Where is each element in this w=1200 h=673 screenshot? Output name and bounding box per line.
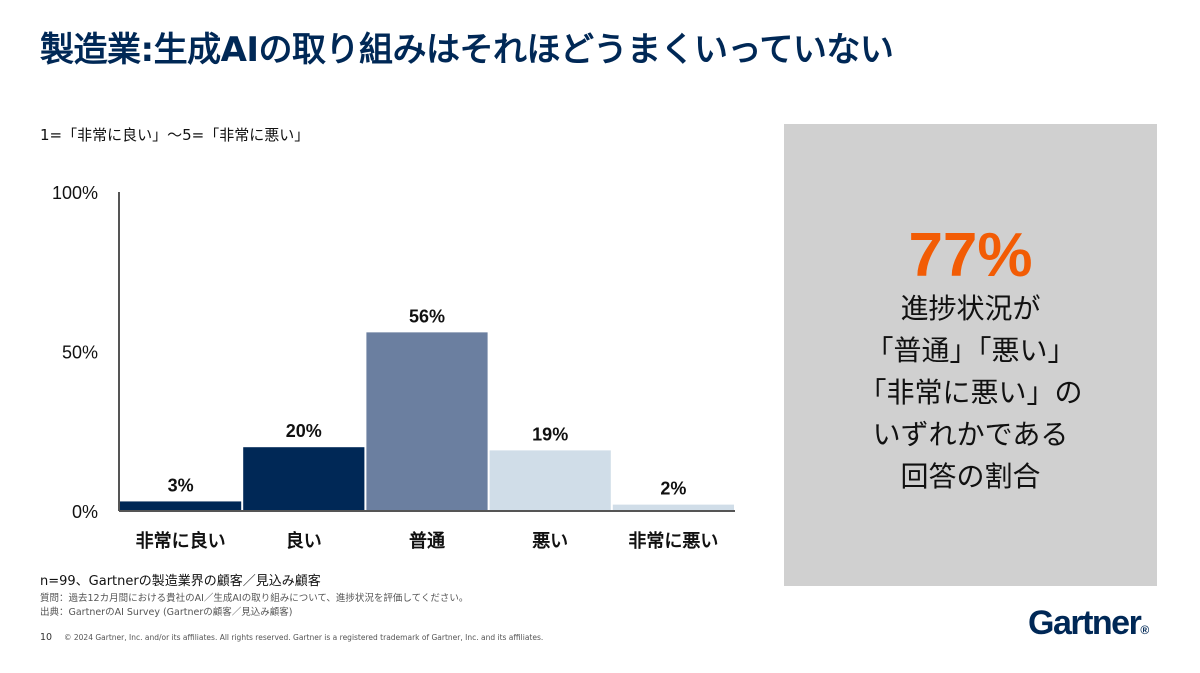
data-label: 19% (532, 424, 568, 444)
x-tick-label: 普通 (409, 530, 445, 552)
callout-line: 進捗状況が (900, 292, 1041, 325)
data-label: 20% (286, 421, 322, 441)
y-tick-label: 0% (72, 502, 98, 522)
question-note: 質問：過去12カ月間における貴社のAI／生成AIの取り組みについて、進捗状況を評… (40, 593, 469, 604)
scale-note: 1=「非常に良い」～5=「非常に悪い」 (40, 126, 310, 144)
y-tick-label: 100% (52, 183, 98, 203)
x-tick-label: 良い (286, 530, 322, 552)
callout-line: 回答の割合 (900, 460, 1041, 493)
data-label: 56% (409, 306, 445, 326)
sample-note: n=99、Gartnerの製造業界の顧客／見込み顧客 (40, 574, 321, 589)
logo-registered-mark: ® (1140, 623, 1150, 637)
x-tick-label: 非常に悪い (628, 530, 718, 552)
logo-text: Gartner (1028, 604, 1142, 642)
bar (243, 447, 365, 511)
data-label: 3% (168, 475, 194, 495)
bar (366, 332, 488, 511)
callout-percent: 77% (908, 221, 1033, 290)
callout-line: 「普通」「悪い」 (865, 334, 1076, 367)
callout-line: いずれかである (872, 418, 1069, 451)
callout-line: 「非常に悪い」の (858, 376, 1083, 409)
bar-chart: 0% 50% 100% 3% 非常に良い 20% 良い 56% 普通 19% 悪い 2% 非常に悪い (52, 183, 735, 552)
y-tick-label: 50% (62, 343, 98, 363)
bar (120, 501, 242, 511)
x-tick-label: 悪い (532, 531, 568, 552)
bar (489, 450, 611, 511)
page-number: 10 (40, 632, 53, 643)
data-label: 2% (660, 479, 686, 499)
callout-box: 77% 進捗状況が 「普通」「悪い」 「非常に悪い」の いずれかである 回答の割… (784, 124, 1157, 586)
bar (612, 504, 734, 511)
source-note: 出典：GartnerのAI Survey (Gartnerの顧客／見込み顧客) (40, 607, 293, 618)
callout-text: 進捗状況が 「普通」「悪い」 「非常に悪い」の いずれかである 回答の割合 (784, 288, 1157, 498)
x-tick-label: 非常に良い (136, 530, 226, 552)
copyright-notice: © 2024 Gartner, Inc. and/or its affiliat… (64, 633, 544, 642)
page-title: 製造業:生成AIの取り組みはそれほどうまくいっていない (40, 30, 894, 70)
gartner-logo: Gartner® (1028, 604, 1149, 643)
